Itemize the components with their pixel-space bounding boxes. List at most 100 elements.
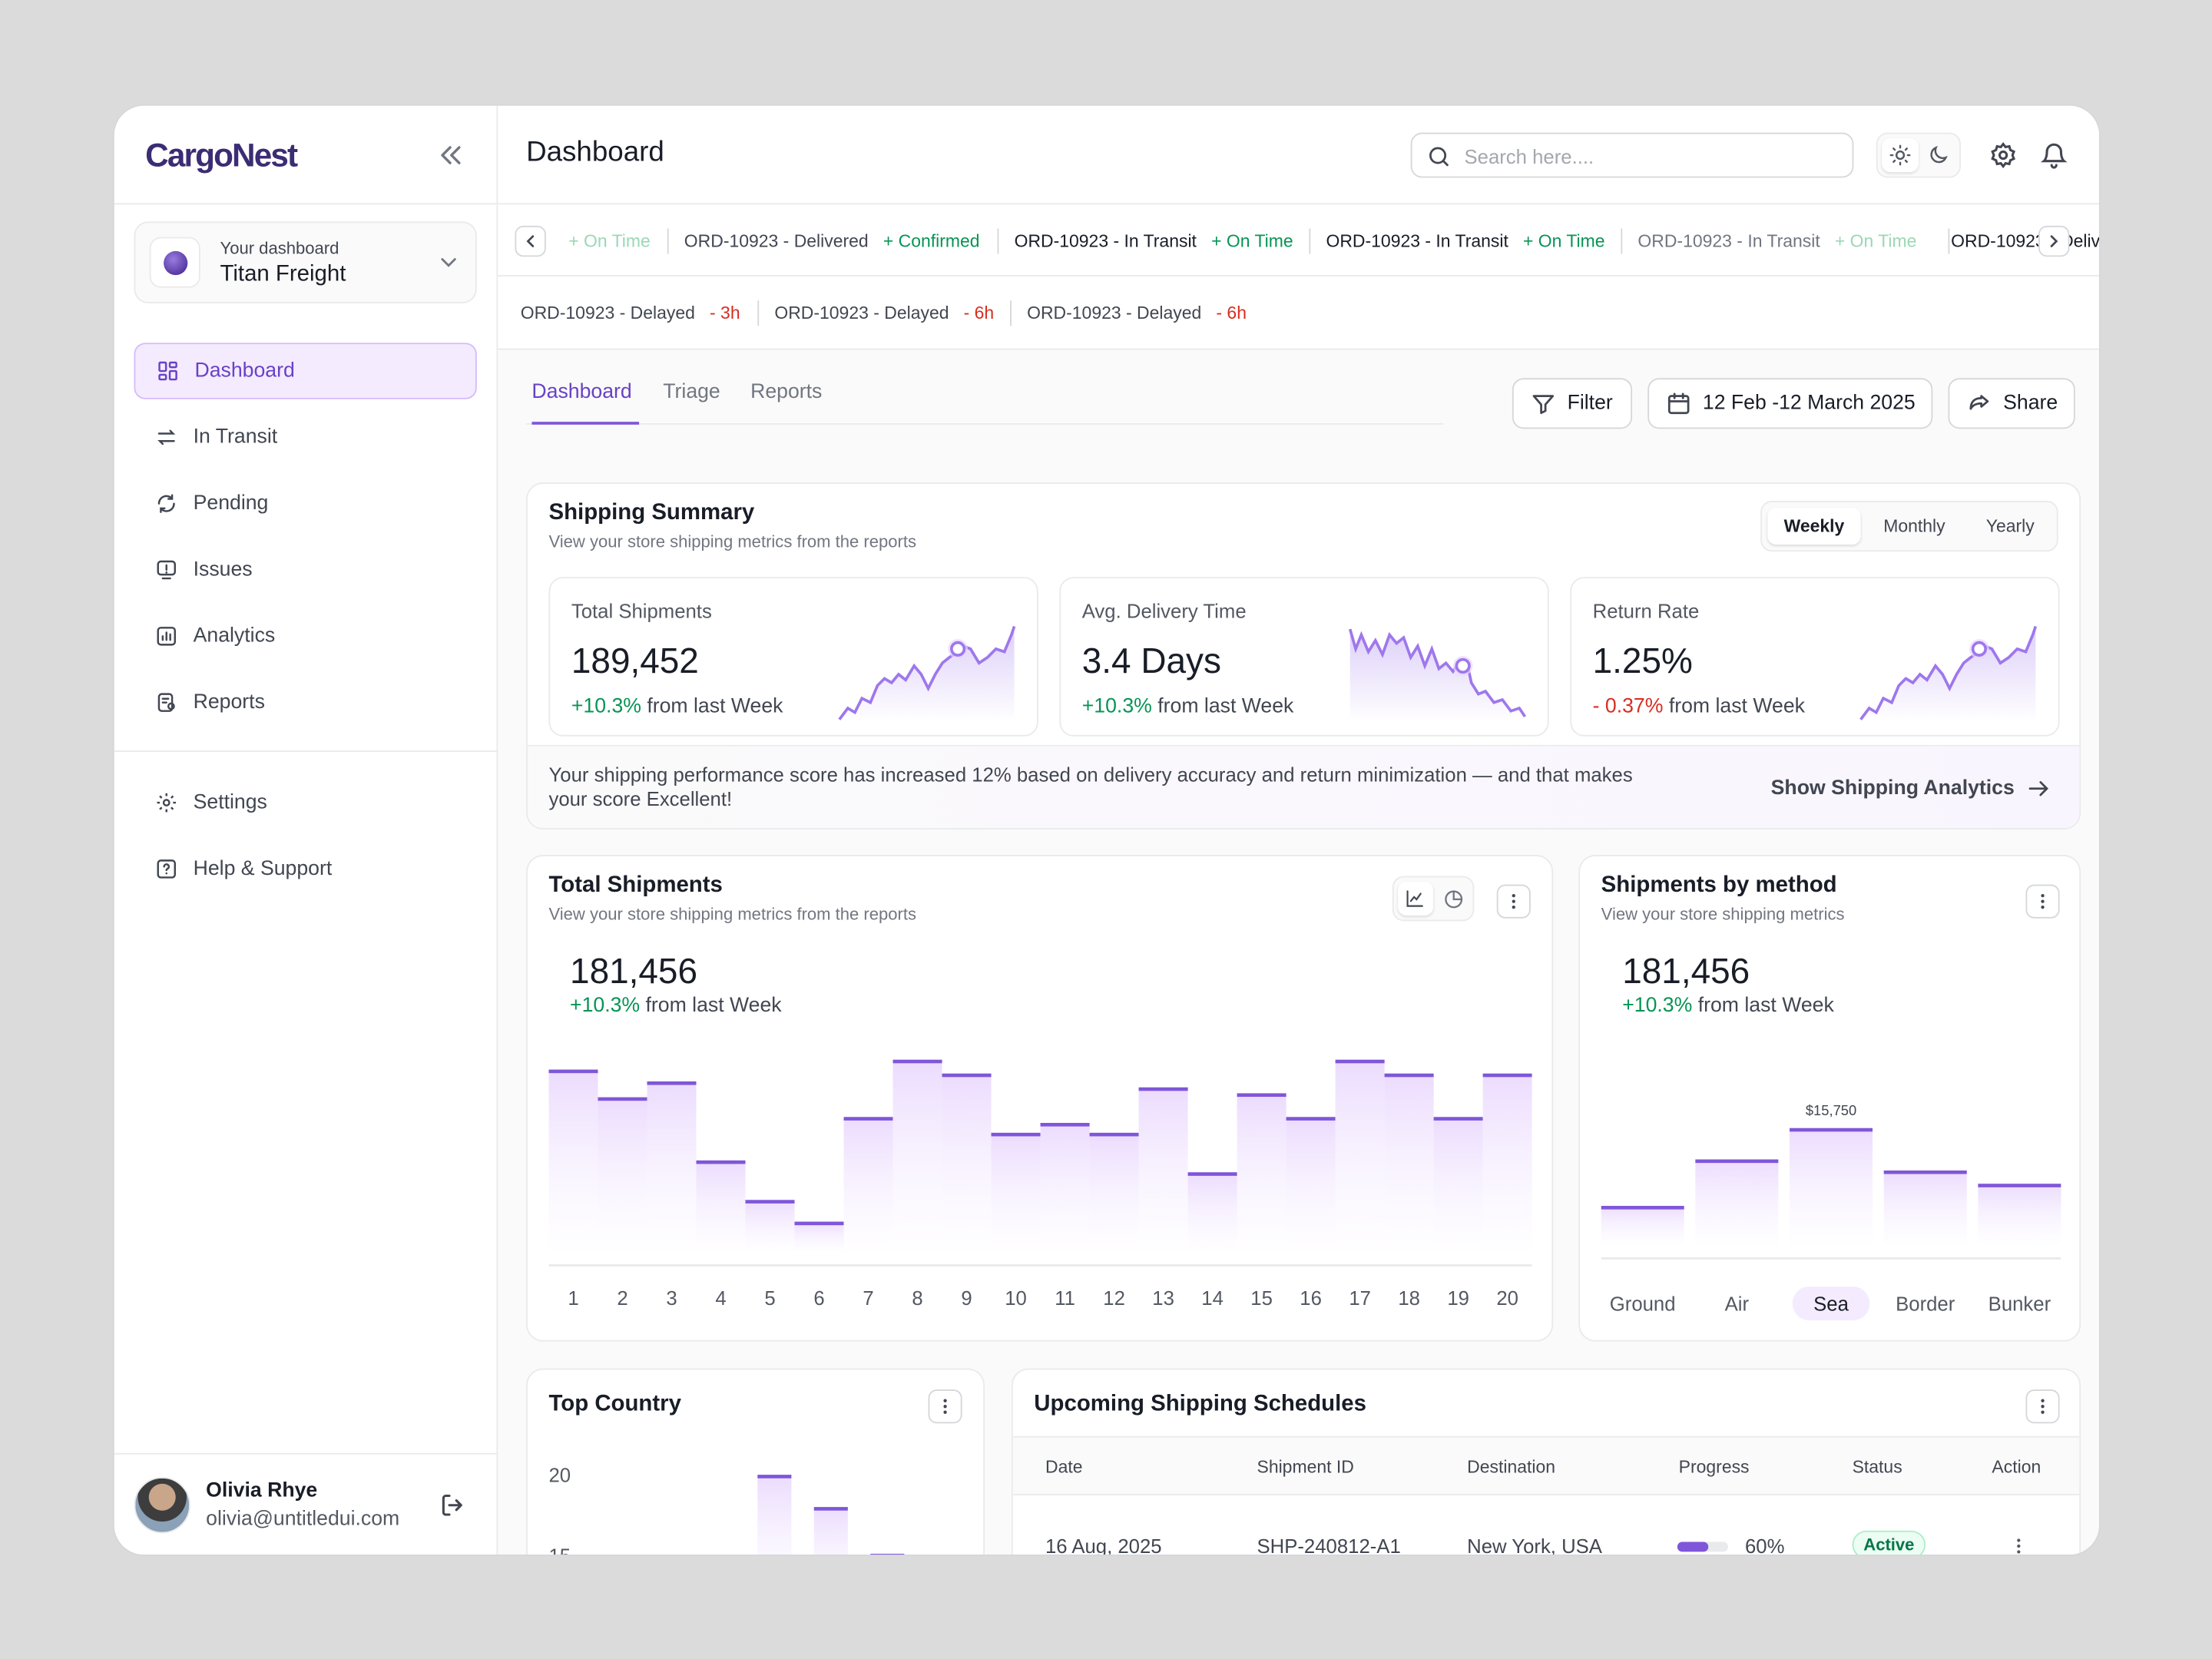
metric-card: Total Shipments 189,452 +10.3% from last… [548,577,1038,737]
column-header-destination[interactable]: Destination [1467,1457,1556,1478]
avatar[interactable] [134,1477,190,1534]
line-chart-button[interactable] [1398,881,1434,916]
column-header-progress[interactable]: Progress [1678,1457,1750,1478]
moon-icon[interactable] [1927,144,1949,166]
chart-bar[interactable] [794,1221,844,1252]
method-bar[interactable] [1695,1159,1779,1244]
card-title: Total Shipments [548,873,723,898]
chart-bar[interactable] [942,1073,992,1252]
search-input[interactable]: Search here.... [1410,132,1854,178]
method-bar-cap [1790,1128,1873,1132]
country-bar[interactable] [757,1475,792,1556]
metric-delta: - 0.37% from last Week [1592,695,1805,718]
chart-bar[interactable] [1237,1093,1286,1252]
chart-bar-cap [1433,1117,1483,1121]
chart-bar-cap [843,1117,893,1121]
chart-bar[interactable] [647,1081,697,1252]
x-tick-label: 6 [813,1288,824,1310]
row-actions-icon[interactable] [2008,1536,2028,1556]
app-logo[interactable]: CargoNest [145,137,298,174]
x-tick-label[interactable]: Bunker [1988,1293,2051,1315]
sidebar-item-reports[interactable]: Reports [134,674,476,730]
metric-label: Return Rate [1592,599,1700,622]
order-ticker: + On Time ORD-10923 - Delivered + Confir… [498,204,2100,276]
chart-bar[interactable] [1482,1073,1532,1252]
pie-chart-icon[interactable] [1443,889,1465,910]
gear-icon[interactable] [1989,141,2018,170]
method-bar-cap [1601,1206,1684,1210]
method-bar-cap [1883,1170,1967,1174]
sidebar-item-settings[interactable]: Settings [134,774,476,830]
column-header-date[interactable]: Date [1045,1457,1083,1478]
chart-bar-cap [1335,1059,1385,1064]
performance-banner: Your shipping performance score has incr… [527,744,2080,829]
sidebar-item-dashboard[interactable]: Dashboard [134,343,477,399]
cell-date: 16 Aug, 2025 [1045,1535,1162,1556]
chart-bar[interactable] [843,1117,893,1252]
period-weekly[interactable]: Weekly [1767,508,1861,545]
sidebar-item-in-transit[interactable]: In Transit [134,409,476,465]
chart-bar[interactable] [1040,1123,1090,1252]
period-yearly[interactable]: Yearly [1985,516,2035,536]
filter-button[interactable]: Filter [1512,378,1633,429]
chart-bar[interactable] [1187,1172,1237,1252]
more-options-button[interactable] [2025,1389,2060,1424]
chart-bar[interactable] [548,1069,598,1252]
theme-toggle[interactable] [1876,132,1962,178]
ticker-prev-button[interactable] [515,225,546,257]
metric-card: Avg. Delivery Time 3.4 Days +10.3% from … [1059,577,1549,737]
period-selector: Weekly Monthly Yearly [1760,501,2058,552]
method-bar[interactable] [1790,1128,1873,1244]
chart-bar[interactable] [892,1059,942,1252]
method-bar[interactable] [1883,1170,1967,1244]
light-mode-button[interactable] [1882,137,1919,173]
tab-dashboard[interactable]: Dashboard [531,380,632,404]
sidebar-item-analytics[interactable]: Analytics [134,608,476,664]
more-options-button[interactable] [928,1389,962,1424]
date-range-button[interactable]: 12 Feb -12 March 2025 [1647,378,1933,429]
more-options-button[interactable] [1496,884,1531,919]
bell-icon[interactable] [2040,141,2068,170]
chart-bar[interactable] [745,1200,795,1252]
column-header-shipment-id[interactable]: Shipment ID [1257,1457,1354,1478]
country-bar[interactable] [813,1507,848,1556]
column-header-status[interactable]: Status [1852,1457,1902,1478]
x-tick-label[interactable]: Border [1896,1293,1955,1315]
metric-value: 3.4 Days [1081,641,1221,682]
method-bar[interactable] [1601,1206,1684,1244]
x-tick-label: 7 [863,1288,873,1310]
x-tick-label[interactable]: Air [1725,1293,1750,1315]
more-options-button[interactable] [2025,884,2060,919]
period-monthly[interactable]: Monthly [1883,516,1945,536]
tab-reports[interactable]: Reports [750,380,823,404]
ticker-next-button[interactable] [2038,225,2070,257]
logout-icon[interactable] [439,1491,467,1519]
collapse-sidebar-icon[interactable] [436,140,467,171]
sidebar-item-help[interactable]: Help & Support [134,841,476,897]
chart-bar[interactable] [696,1160,746,1252]
chart-bar[interactable] [1089,1132,1139,1252]
ticker-item: ORD-10923 - Delayed - 6h [774,303,995,323]
show-shipping-analytics-link[interactable]: Show Shipping Analytics [1771,776,2051,801]
x-tick-label[interactable]: Ground [1610,1293,1676,1315]
chart-bar[interactable] [1384,1073,1434,1252]
chart-bar[interactable] [1138,1087,1188,1252]
ticker-divider [997,228,999,254]
line-chart-icon [1406,890,1423,907]
method-bar[interactable] [1978,1184,2061,1244]
chart-bar[interactable] [1433,1117,1483,1252]
workspace-switcher[interactable]: Your dashboard Titan Freight [134,221,477,303]
chart-bar-cap [548,1069,598,1074]
cell-progress-label: 60% [1744,1535,1785,1556]
chart-bar[interactable] [991,1132,1041,1252]
sidebar-item-issues[interactable]: Issues [134,541,476,598]
app-window: CargoNest Your dashboard Titan Freight D… [112,104,2101,1556]
tab-triage[interactable]: Triage [663,380,720,404]
chart-bar[interactable] [598,1097,647,1252]
chart-bar[interactable] [1286,1117,1336,1252]
sidebar-item-pending[interactable]: Pending [134,475,476,531]
chart-bar[interactable] [1335,1059,1385,1252]
share-button[interactable]: Share [1948,378,2075,429]
metric-label: Avg. Delivery Time [1081,599,1247,622]
x-tick-label[interactable]: Sea [1813,1293,1849,1315]
